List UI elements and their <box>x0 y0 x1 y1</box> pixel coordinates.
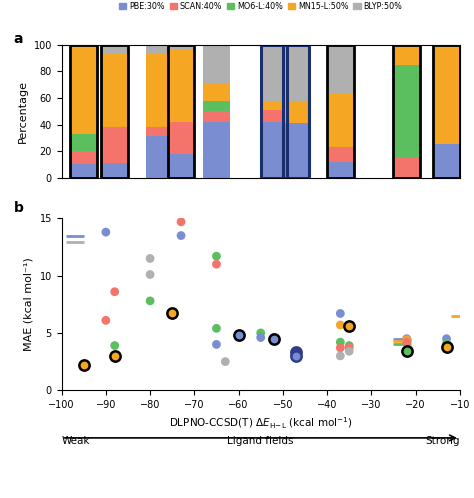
Bar <box>393 65 420 158</box>
Point <box>257 329 264 337</box>
Bar <box>433 45 460 144</box>
Point <box>111 288 118 296</box>
Text: b: b <box>14 201 24 215</box>
Point <box>177 218 185 226</box>
Bar <box>203 83 230 101</box>
Point <box>177 232 185 240</box>
Point <box>213 324 220 332</box>
Bar <box>393 158 420 178</box>
Point <box>292 349 300 357</box>
Point <box>80 361 88 369</box>
Bar <box>283 45 310 101</box>
Point <box>146 297 154 305</box>
Point <box>337 352 344 360</box>
Bar <box>261 45 287 101</box>
Bar <box>327 162 354 178</box>
Point <box>213 252 220 260</box>
Text: Ligand fields: Ligand fields <box>228 436 294 447</box>
Point <box>146 270 154 278</box>
Point <box>213 341 220 349</box>
Bar <box>393 45 420 65</box>
Bar <box>168 122 194 154</box>
Bar <box>168 154 194 178</box>
Point <box>102 228 109 236</box>
Bar <box>71 134 97 151</box>
Bar <box>101 54 128 127</box>
Point <box>270 335 278 343</box>
Bar <box>168 45 194 178</box>
Bar <box>327 147 354 162</box>
Bar <box>203 122 230 178</box>
Bar <box>203 101 230 111</box>
Point <box>337 338 344 346</box>
Point <box>346 344 353 352</box>
Point <box>403 336 410 344</box>
Bar <box>327 94 354 147</box>
Point <box>337 321 344 329</box>
Point <box>146 254 154 262</box>
Bar <box>283 123 310 178</box>
Point <box>292 352 300 360</box>
Text: Weak: Weak <box>62 436 90 447</box>
Bar <box>146 127 172 136</box>
Point <box>403 338 410 346</box>
Bar <box>71 45 97 178</box>
Y-axis label: Percentage: Percentage <box>18 80 28 143</box>
Bar <box>71 164 97 178</box>
Point <box>111 342 118 350</box>
Point <box>443 339 450 347</box>
Bar <box>101 127 128 163</box>
Bar <box>283 45 310 178</box>
Point <box>111 352 118 360</box>
Bar <box>168 45 194 50</box>
Point <box>235 331 242 339</box>
Bar <box>327 45 354 178</box>
Bar <box>327 45 354 94</box>
X-axis label: DLPNO-CCSD(T) $\Delta E_{\mathrm{H\!-\!L}}$ (kcal mol$^{-1}$): DLPNO-CCSD(T) $\Delta E_{\mathrm{H\!-\!L… <box>169 415 353 431</box>
Bar <box>433 45 460 178</box>
Bar <box>168 50 194 122</box>
Point <box>257 334 264 342</box>
Point <box>270 334 278 342</box>
Point <box>337 344 344 352</box>
Point <box>346 322 353 330</box>
Point <box>443 343 450 351</box>
Bar <box>71 45 97 134</box>
Bar <box>146 54 172 127</box>
Text: Strong: Strong <box>425 436 460 447</box>
Bar <box>203 45 230 83</box>
Bar <box>261 45 287 178</box>
Point <box>443 342 450 350</box>
Point <box>337 309 344 317</box>
Point <box>346 347 353 355</box>
Point <box>102 316 109 324</box>
Bar <box>203 111 230 122</box>
Bar <box>261 110 287 122</box>
Point <box>403 347 410 355</box>
Bar <box>101 163 128 178</box>
Legend: PBE:30%, SCAN:40%, MO6-L:40%, MN15-L:50%, BLYP:50%: PBE:30%, SCAN:40%, MO6-L:40%, MN15-L:50%… <box>116 0 406 14</box>
Bar <box>393 45 420 178</box>
Bar <box>71 151 97 164</box>
Point <box>221 358 229 366</box>
Point <box>443 335 450 343</box>
Bar <box>283 101 310 123</box>
Text: a: a <box>14 32 23 46</box>
Bar <box>146 45 172 54</box>
Bar <box>261 122 287 178</box>
Point <box>168 309 176 317</box>
Y-axis label: MAE (kcal mol⁻¹): MAE (kcal mol⁻¹) <box>24 257 34 351</box>
Bar <box>261 101 287 110</box>
Bar <box>433 144 460 178</box>
Bar <box>146 136 172 178</box>
Point <box>213 260 220 268</box>
Point <box>403 335 410 343</box>
Bar <box>101 45 128 54</box>
Point <box>346 342 353 350</box>
Bar <box>101 45 128 178</box>
